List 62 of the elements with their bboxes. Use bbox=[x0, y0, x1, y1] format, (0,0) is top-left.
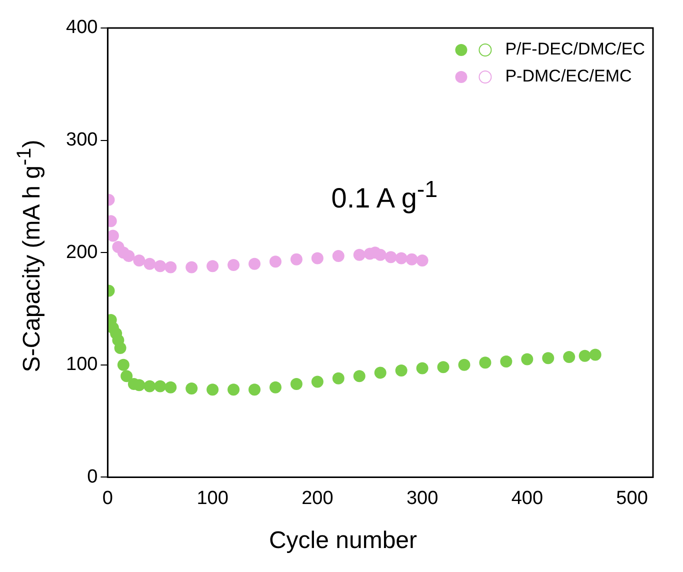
x-tick-label: 500 bbox=[616, 488, 648, 509]
point bbox=[206, 260, 219, 272]
point bbox=[164, 381, 177, 394]
y-tick-label: 100 bbox=[66, 354, 98, 376]
x-tick-label: 400 bbox=[511, 488, 544, 509]
point bbox=[120, 370, 133, 382]
point bbox=[542, 352, 554, 364]
point bbox=[416, 254, 428, 266]
point bbox=[290, 253, 302, 266]
point bbox=[311, 376, 324, 388]
point bbox=[353, 248, 366, 261]
y-tick-label: 0 bbox=[87, 466, 98, 488]
point bbox=[332, 250, 344, 262]
point bbox=[437, 361, 450, 374]
point bbox=[458, 358, 470, 371]
point bbox=[269, 256, 282, 268]
point bbox=[521, 353, 534, 366]
point bbox=[164, 261, 177, 274]
point bbox=[290, 378, 302, 390]
point bbox=[563, 351, 576, 364]
point bbox=[144, 380, 156, 392]
point bbox=[133, 254, 146, 266]
point bbox=[108, 230, 119, 242]
annotation: 0.1 A g$^{-1}$ bbox=[331, 176, 438, 215]
point bbox=[578, 350, 591, 362]
y-tick-label: 300 bbox=[66, 130, 98, 151]
y-tick-label: 200 bbox=[66, 242, 98, 263]
point bbox=[144, 258, 156, 270]
point bbox=[206, 384, 219, 396]
point bbox=[479, 356, 492, 369]
point bbox=[395, 252, 408, 264]
point bbox=[406, 253, 418, 266]
x-tick-label: 0 bbox=[102, 488, 113, 509]
legend-label: P/F-DEC/DMC/EC bbox=[505, 40, 646, 59]
point bbox=[353, 370, 366, 382]
point bbox=[154, 380, 166, 392]
point bbox=[154, 260, 166, 272]
point bbox=[117, 358, 130, 371]
point bbox=[228, 258, 240, 271]
point bbox=[248, 258, 261, 270]
x-axis-title: Cycle number bbox=[268, 527, 418, 555]
point bbox=[269, 381, 282, 394]
point bbox=[374, 248, 386, 261]
point bbox=[332, 372, 344, 384]
point bbox=[186, 382, 198, 394]
point bbox=[500, 356, 512, 368]
point bbox=[374, 366, 386, 379]
point bbox=[311, 252, 324, 264]
point bbox=[395, 364, 408, 377]
point bbox=[186, 261, 198, 274]
y-tick-label: 400 bbox=[66, 17, 98, 38]
x-tick-label: 300 bbox=[406, 488, 438, 509]
x-tick-label: 200 bbox=[302, 488, 334, 509]
legend-label: P-DMC/EC/EMC bbox=[505, 66, 632, 86]
point bbox=[122, 250, 135, 262]
point bbox=[248, 384, 261, 396]
point bbox=[114, 342, 126, 354]
point bbox=[384, 251, 397, 264]
point bbox=[228, 384, 240, 396]
point bbox=[589, 348, 602, 361]
point bbox=[416, 362, 428, 374]
x-tick-label: 100 bbox=[196, 488, 228, 509]
